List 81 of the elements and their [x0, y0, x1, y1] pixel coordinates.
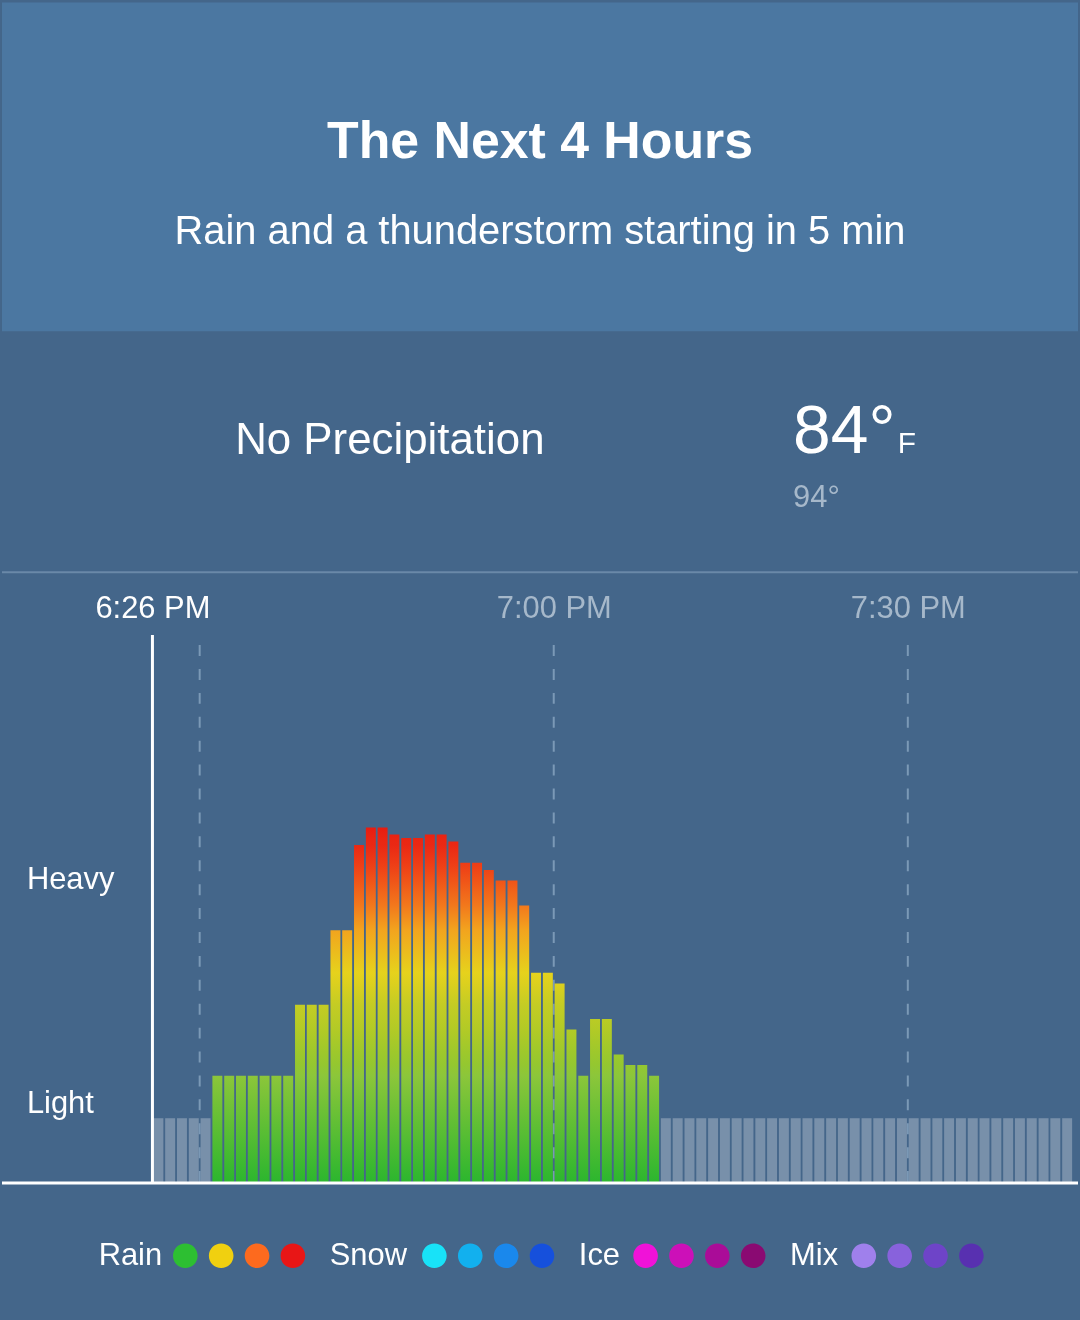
bar: [224, 1075, 235, 1183]
bar: [719, 1118, 730, 1183]
bar: [153, 1118, 164, 1183]
bar: [849, 1118, 860, 1183]
bar: [837, 1118, 848, 1183]
x-tick-label: 7:30 PM: [850, 589, 966, 625]
bar: [342, 930, 353, 1183]
bar: [519, 905, 530, 1183]
bar: [495, 880, 506, 1183]
legend-label: Mix: [790, 1236, 839, 1272]
bar: [212, 1075, 223, 1183]
bar: [448, 841, 459, 1183]
text: F: [897, 425, 916, 459]
bar: [554, 983, 565, 1183]
chart-title: The Next 4 Hours: [327, 110, 753, 169]
bar: [413, 838, 423, 1183]
text: 94°: [793, 478, 840, 514]
text: Heavy: [26, 861, 115, 897]
bar: [708, 1118, 719, 1183]
bar: [1003, 1118, 1014, 1183]
x-tick-label: 7:00 PM: [496, 589, 612, 625]
bar: [165, 1118, 176, 1183]
bar: [590, 1018, 601, 1183]
bar: [247, 1075, 258, 1183]
bar: [649, 1075, 660, 1183]
bar: [472, 862, 483, 1183]
bar: [566, 1029, 577, 1183]
bar: [601, 1018, 612, 1183]
bar: [365, 827, 376, 1183]
bar: [672, 1118, 683, 1183]
legend-label: Rain: [98, 1236, 163, 1272]
bar: [637, 1065, 648, 1183]
legend-label: Snow: [329, 1236, 408, 1272]
bar: [743, 1118, 754, 1183]
bar: [424, 834, 435, 1183]
bar: [660, 1118, 671, 1183]
text: Light: [26, 1085, 95, 1121]
bar: [354, 845, 364, 1183]
bar: [967, 1118, 978, 1183]
bar: [696, 1118, 707, 1183]
bar: [1026, 1118, 1037, 1183]
bar: [295, 1004, 305, 1183]
bar: [460, 862, 471, 1183]
chart-subtitle: Rain and a thunderstorm starting in 5 min: [174, 207, 906, 252]
bar: [531, 972, 542, 1183]
bar: [318, 1004, 329, 1183]
bar: [767, 1118, 778, 1183]
bar: [578, 1075, 589, 1183]
bar: [176, 1118, 187, 1183]
bar: [483, 869, 494, 1183]
bar: [1062, 1118, 1073, 1183]
bar: [1014, 1118, 1025, 1183]
bar: [778, 1118, 789, 1183]
bar: [991, 1118, 1002, 1183]
x-tick-label: 6:26 PM: [95, 589, 211, 625]
bar: [377, 827, 388, 1183]
bar: [330, 930, 341, 1183]
text: No Precipitation: [235, 413, 545, 463]
bar: [684, 1118, 695, 1183]
bar: [944, 1118, 955, 1183]
bar: [613, 1054, 624, 1183]
bar: [507, 880, 518, 1183]
bar: [542, 972, 553, 1183]
bar: [283, 1075, 294, 1183]
bar: [625, 1065, 636, 1183]
bar: [401, 838, 412, 1183]
bar: [955, 1118, 966, 1183]
text: 84°: [793, 391, 896, 467]
bar: [271, 1075, 282, 1183]
bar: [235, 1075, 246, 1183]
bar: [826, 1118, 837, 1183]
bar: [885, 1118, 896, 1183]
bar: [306, 1004, 317, 1183]
legend-label: Ice: [578, 1236, 621, 1272]
bar: [814, 1118, 825, 1183]
bar: [755, 1118, 766, 1183]
bar: [259, 1075, 270, 1183]
bar: [389, 834, 400, 1183]
bar: [731, 1118, 742, 1183]
bar: [979, 1118, 990, 1183]
bar: [436, 834, 447, 1183]
